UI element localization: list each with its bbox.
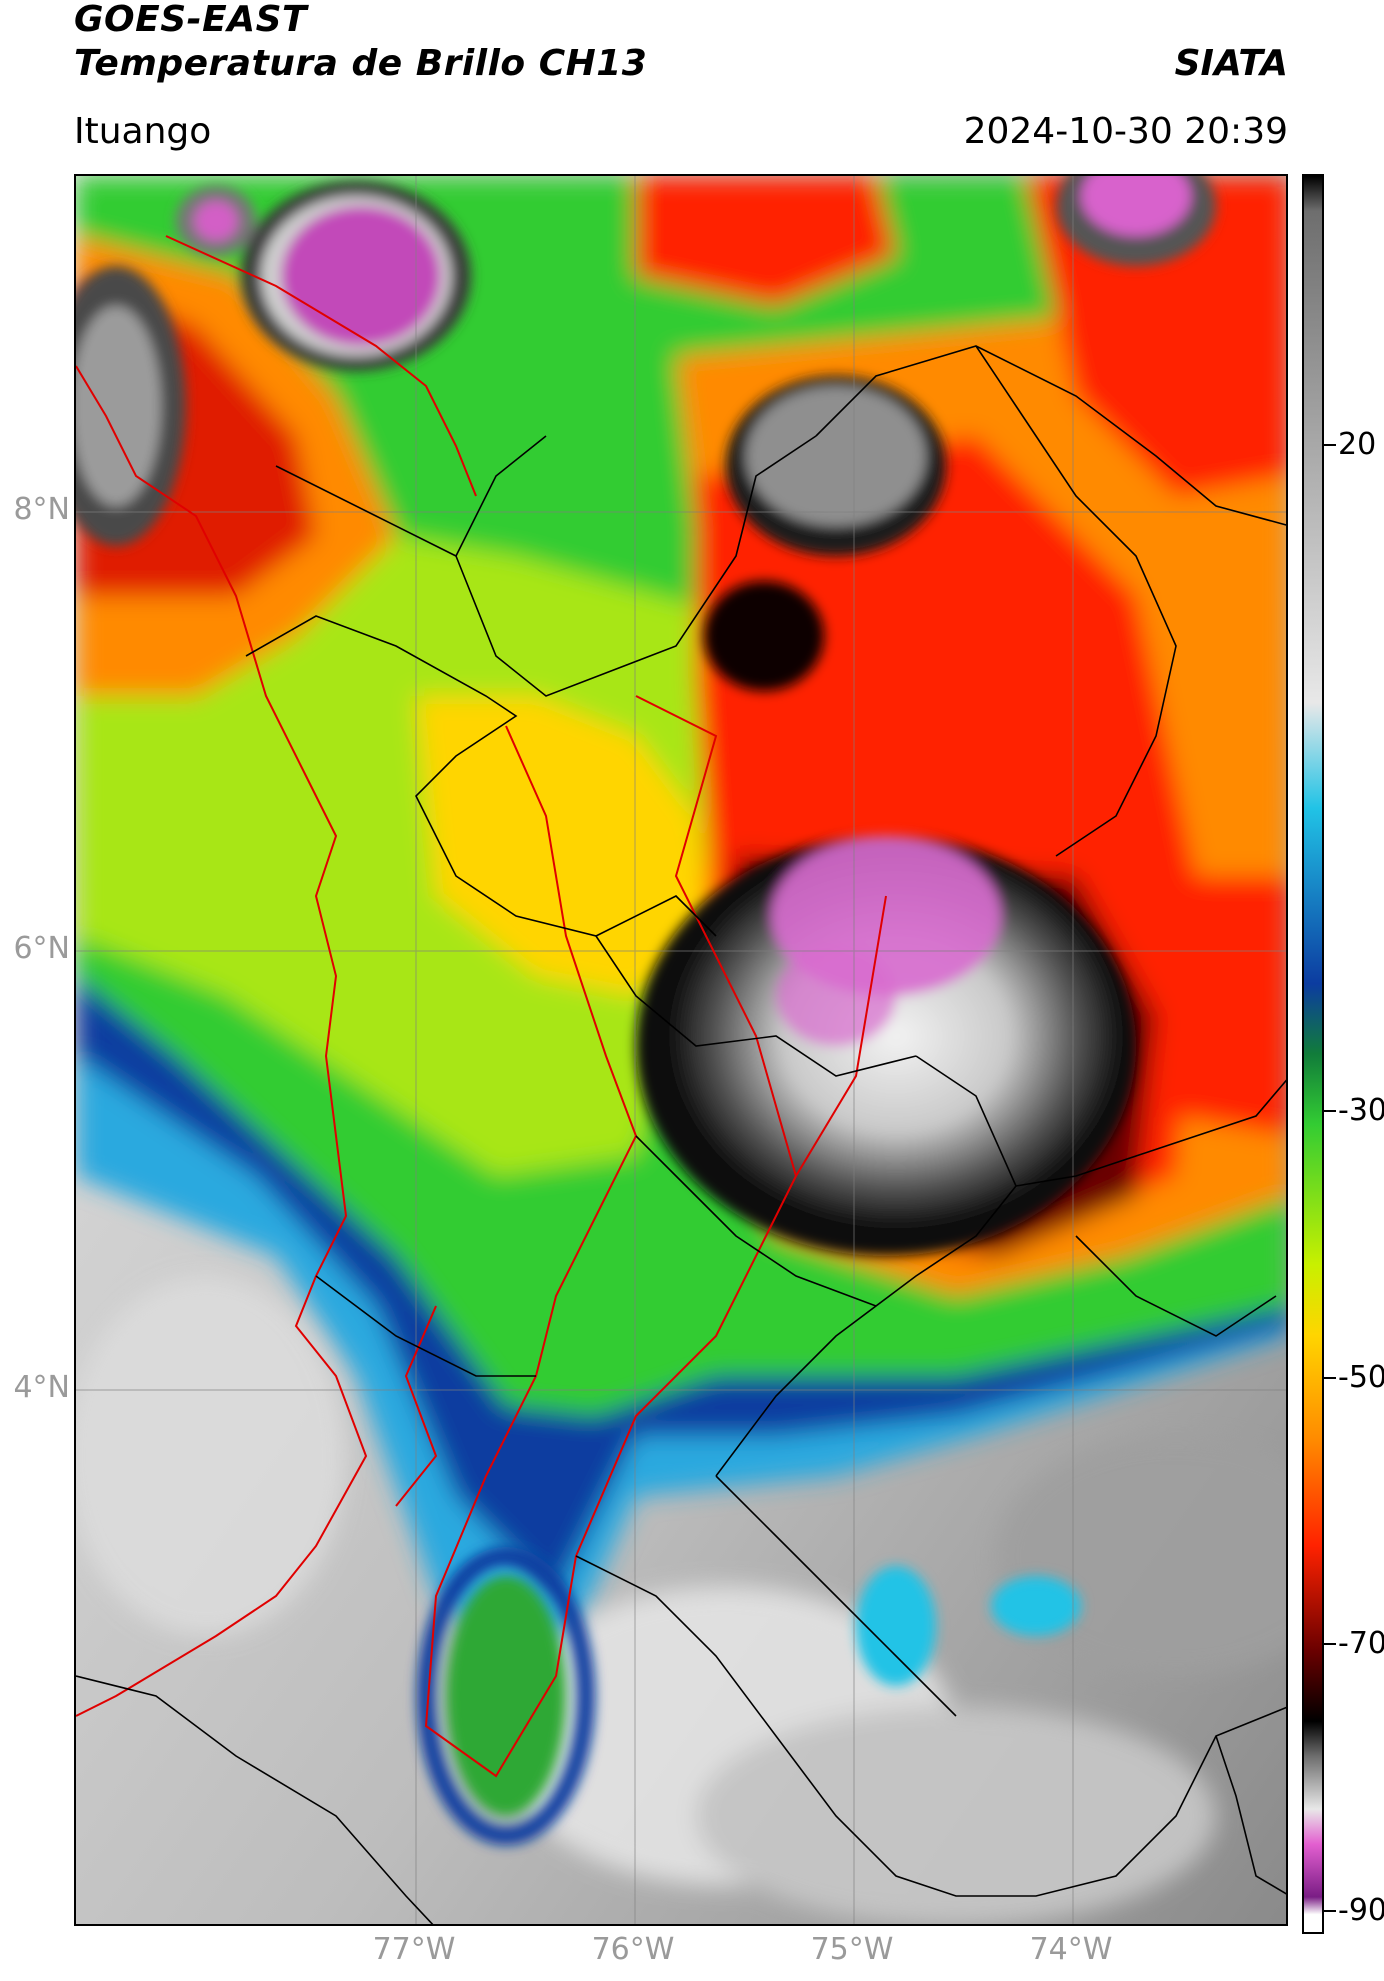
lat-label-8n: 8°N bbox=[13, 492, 70, 527]
title-satellite: GOES-EAST bbox=[74, 0, 308, 40]
lat-label-6n: 6°N bbox=[13, 931, 70, 966]
organization-label: SIATA bbox=[1174, 43, 1288, 84]
datetime-label: 2024-10-30 20:39 bbox=[963, 111, 1288, 152]
title-product: Temperatura de Brillo CH13 bbox=[74, 43, 648, 84]
map-gridlines bbox=[76, 176, 1286, 1924]
department-boundaries bbox=[76, 345, 1286, 1924]
satellite-field bbox=[76, 176, 1286, 1924]
colorbar-tick bbox=[1324, 1377, 1336, 1379]
satellite-map[interactable] bbox=[74, 174, 1288, 1926]
colorbar-tick bbox=[1324, 444, 1336, 446]
colorbar-label: -90 bbox=[1338, 1893, 1384, 1928]
location-label: Ituango bbox=[74, 111, 212, 152]
lat-label-4n: 4°N bbox=[13, 1370, 70, 1405]
colorbar-label: -30 bbox=[1338, 1093, 1384, 1128]
colorbar-label: 20 bbox=[1338, 427, 1377, 462]
colorbar-tick bbox=[1324, 1643, 1336, 1645]
colorbar-tick bbox=[1324, 1110, 1336, 1112]
lon-label-77w: 77°W bbox=[372, 1932, 456, 1967]
temperature-colorbar bbox=[1302, 174, 1324, 1934]
lon-label-74w: 74°W bbox=[1029, 1932, 1113, 1967]
lon-label-75w: 75°W bbox=[810, 1932, 894, 1967]
lon-label-76w: 76°W bbox=[591, 1932, 675, 1967]
coastline-border bbox=[76, 235, 887, 1778]
colorbar-label: -50 bbox=[1338, 1360, 1384, 1395]
colorbar-tick bbox=[1324, 1910, 1336, 1912]
colorbar-label: -70 bbox=[1338, 1626, 1384, 1661]
